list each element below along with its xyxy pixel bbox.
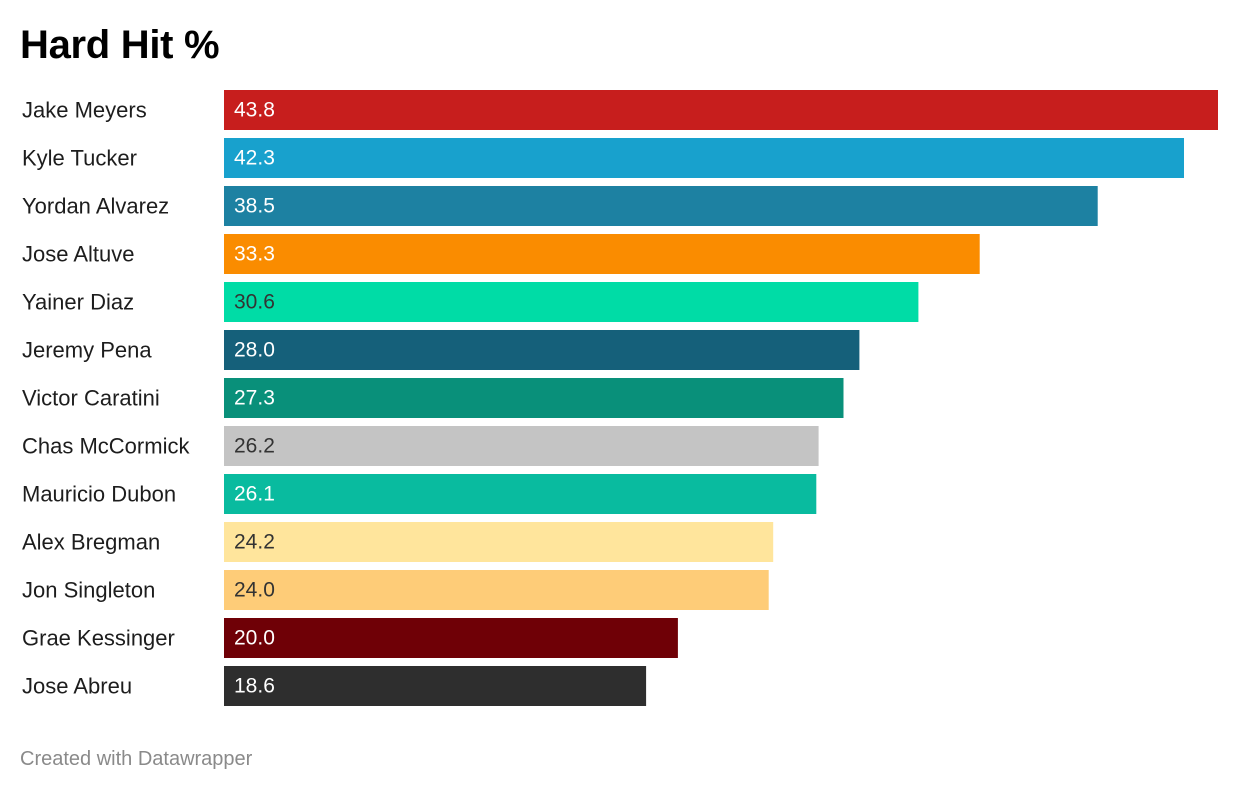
value-label: 18.6 <box>234 675 275 698</box>
category-label: Victor Caratini <box>22 386 160 411</box>
value-label: 33.3 <box>234 243 275 266</box>
value-label: 24.0 <box>234 579 275 602</box>
category-label: Kyle Tucker <box>22 146 137 171</box>
chart-title: Hard Hit % <box>20 23 220 67</box>
category-label: Jake Meyers <box>22 98 147 123</box>
bar-row: Jake Meyers 43.8 <box>22 90 1218 130</box>
bar[interactable] <box>224 330 860 370</box>
category-label: Grae Kessinger <box>22 626 175 651</box>
bar-row: Jon Singleton 24.0 <box>22 570 769 610</box>
bar[interactable] <box>224 90 1218 130</box>
category-label: Yordan Alvarez <box>22 194 169 219</box>
category-label: Alex Bregman <box>22 530 160 555</box>
bar-row: Mauricio Dubon 26.1 <box>22 474 817 514</box>
bar-row: Grae Kessinger 20.0 <box>22 618 678 658</box>
value-label: 42.3 <box>234 147 275 170</box>
category-label: Jose Altuve <box>22 242 135 267</box>
bar-row: Jose Abreu 18.6 <box>22 666 647 706</box>
bar[interactable] <box>224 474 817 514</box>
value-label: 24.2 <box>234 531 275 554</box>
value-label: 43.8 <box>234 99 275 122</box>
bar-row: Jose Altuve 33.3 <box>22 234 980 274</box>
bar[interactable] <box>224 378 844 418</box>
bar[interactable] <box>224 522 774 562</box>
category-label: Jon Singleton <box>22 578 155 603</box>
bar-row: Kyle Tucker 42.3 <box>22 138 1184 178</box>
bar[interactable] <box>224 138 1184 178</box>
value-label: 26.1 <box>234 483 275 506</box>
bar-row: Jeremy Pena 28.0 <box>22 330 860 370</box>
bar[interactable] <box>224 570 769 610</box>
value-label: 30.6 <box>234 291 275 314</box>
category-label: Yainer Diaz <box>22 290 134 315</box>
bar-row: Victor Caratini 27.3 <box>22 378 844 418</box>
bar[interactable] <box>224 666 647 706</box>
footer-credit[interactable]: Created with Datawrapper <box>20 748 253 770</box>
bar-row: Chas McCormick 26.2 <box>22 426 819 466</box>
category-label: Mauricio Dubon <box>22 482 176 507</box>
value-label: 20.0 <box>234 627 275 650</box>
value-label: 27.3 <box>234 387 275 410</box>
bar[interactable] <box>224 234 980 274</box>
category-label: Jeremy Pena <box>22 338 152 363</box>
value-label: 26.2 <box>234 435 275 458</box>
bar[interactable] <box>224 186 1098 226</box>
value-label: 28.0 <box>234 339 275 362</box>
bar[interactable] <box>224 426 819 466</box>
bar[interactable] <box>224 618 678 658</box>
bar-row: Yainer Diaz 30.6 <box>22 282 919 322</box>
value-label: 38.5 <box>234 195 275 218</box>
bar-row: Alex Bregman 24.2 <box>22 522 774 562</box>
category-label: Jose Abreu <box>22 674 132 699</box>
category-label: Chas McCormick <box>22 434 190 459</box>
bar[interactable] <box>224 282 919 322</box>
bar-row: Yordan Alvarez 38.5 <box>22 186 1098 226</box>
